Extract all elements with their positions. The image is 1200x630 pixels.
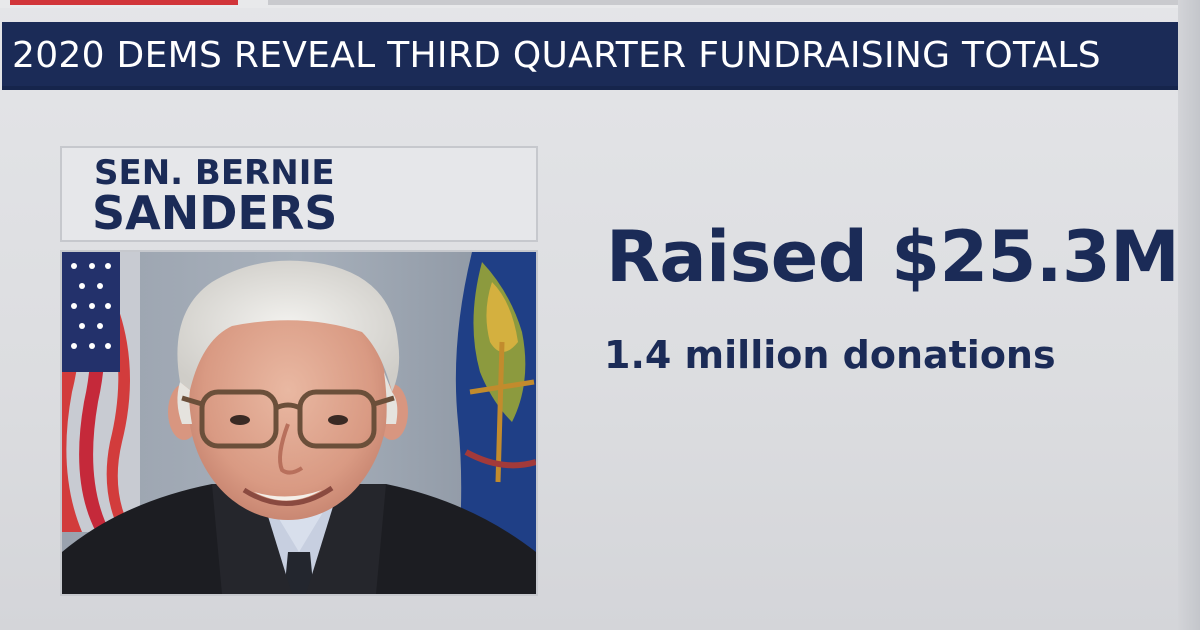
us-flag-icon [62, 252, 140, 532]
headline-banner: 2020 DEMS REVEAL THIRD QUARTER FUNDRAISI… [2, 22, 1178, 90]
candidate-title-line: SEN. BERNIE [94, 153, 335, 193]
right-edge [1178, 0, 1200, 630]
state-flag-icon [454, 252, 536, 594]
top-accent-red [10, 0, 238, 5]
headline-title: 2020 DEMS REVEAL THIRD QUARTER FUNDRAISI… [12, 35, 1101, 76]
donation-count: 1.4 million donations [604, 333, 1056, 377]
candidate-nameplate: SEN. BERNIE SANDERS [60, 146, 538, 242]
candidate-portrait [60, 250, 538, 596]
top-accent-grey [268, 0, 1200, 5]
amount-raised: Raised $25.3M [606, 216, 1180, 298]
candidate-surname: SANDERS [92, 186, 338, 240]
